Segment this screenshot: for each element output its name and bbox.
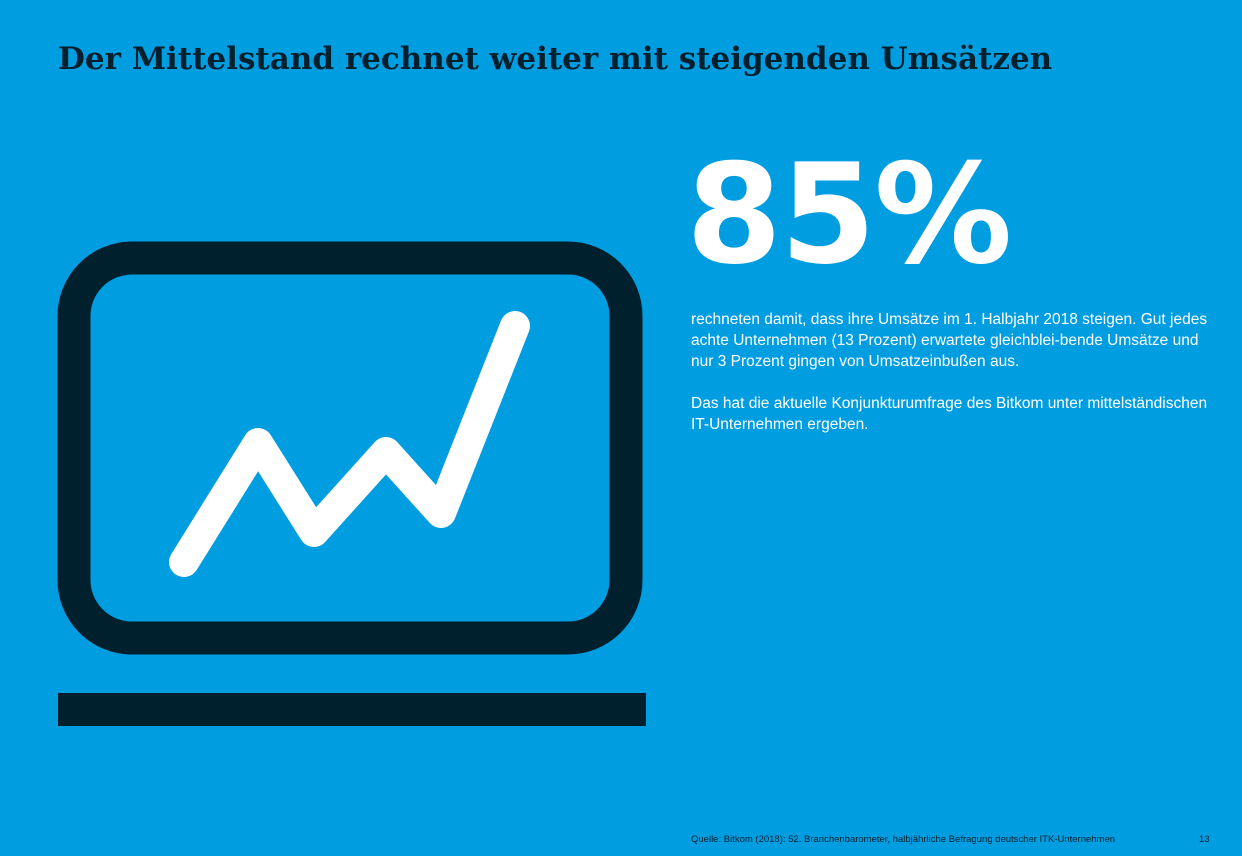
laptop-screen-frame [57, 241, 643, 655]
body-paragraph-1: rechneten damit, dass ihre Umsätze im 1.… [691, 311, 1208, 370]
page-number: 13 [1199, 834, 1210, 845]
rising-trend-line [169, 311, 530, 577]
laptop-rising-chart-icon [56, 240, 646, 730]
body-paragraph-2: Das hat die aktuelle Konjunkturumfrage d… [691, 395, 1208, 433]
body-text: rechneten damit, dass ihre Umsätze im 1.… [691, 309, 1211, 456]
laptop-base-bar [58, 693, 646, 726]
highlight-percentage: 85% [686, 134, 1012, 295]
page-title: Der Mittelstand rechnet weiter mit steig… [58, 40, 1053, 77]
source-note: Quelle: Bitkom (2018): 52. Branchenbarom… [691, 834, 1116, 845]
